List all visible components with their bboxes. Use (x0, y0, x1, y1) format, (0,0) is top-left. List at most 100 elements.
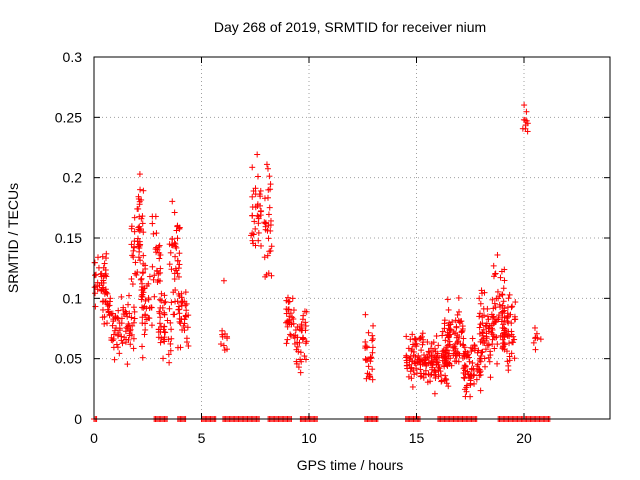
data-point (441, 325, 448, 332)
data-point (370, 322, 377, 329)
data-point (153, 249, 160, 256)
data-point (490, 262, 497, 269)
data-point (484, 342, 491, 349)
data-point (299, 336, 306, 343)
data-point (445, 352, 452, 359)
data-point (155, 270, 162, 277)
data-point (151, 293, 158, 300)
data-point (454, 339, 461, 346)
data-point (491, 345, 498, 352)
data-point (139, 270, 146, 277)
data-point (433, 333, 440, 340)
data-point (297, 349, 304, 356)
data-point (257, 208, 264, 215)
data-point (512, 299, 519, 306)
data-point (119, 340, 126, 347)
data-point (422, 360, 429, 367)
data-point (453, 358, 460, 365)
data-point (91, 259, 98, 266)
data-point (128, 331, 135, 338)
data-point (441, 347, 448, 354)
data-point (150, 230, 157, 237)
data-point (178, 302, 185, 309)
data-point (369, 337, 376, 344)
data-point (363, 344, 370, 351)
data-point (156, 242, 163, 249)
data-point (142, 297, 149, 304)
data-point (179, 326, 186, 333)
data-point (267, 186, 274, 193)
data-point (460, 335, 467, 342)
data-point (303, 338, 310, 345)
data-point (495, 316, 502, 323)
data-point (411, 371, 418, 378)
grid-lines (94, 57, 610, 419)
data-point (469, 335, 476, 342)
data-point (476, 369, 483, 376)
data-point (439, 357, 446, 364)
data-point (445, 332, 452, 339)
data-point (128, 275, 135, 282)
data-point (264, 227, 271, 234)
data-point (462, 348, 469, 355)
data-point (367, 355, 374, 362)
data-point (477, 321, 484, 328)
data-point (468, 366, 475, 373)
data-point (103, 255, 110, 262)
data-point (504, 318, 511, 325)
data-point (477, 300, 484, 307)
data-point (161, 328, 168, 335)
data-point (267, 247, 274, 254)
data-point (508, 320, 515, 327)
data-point (261, 254, 268, 261)
data-point (131, 308, 138, 315)
data-point (537, 336, 544, 343)
data-point (408, 375, 415, 382)
data-point (98, 273, 105, 280)
data-point (511, 313, 518, 320)
data-point (139, 343, 146, 350)
data-point (365, 329, 372, 336)
data-point (149, 220, 156, 227)
data-point (435, 373, 442, 380)
data-point (446, 341, 453, 348)
data-point (479, 329, 486, 336)
data-point (220, 277, 227, 284)
data-point (369, 335, 376, 342)
data-point (492, 270, 499, 277)
data-point (489, 341, 496, 348)
data-point (447, 321, 454, 328)
data-point (431, 390, 438, 397)
data-point (450, 352, 457, 359)
data-point (128, 314, 135, 321)
data-point (138, 296, 145, 303)
data-point (124, 361, 131, 368)
data-point (115, 330, 122, 337)
data-point (489, 296, 496, 303)
plot-frame (93, 56, 611, 420)
data-point (131, 228, 138, 235)
data-point (504, 332, 511, 339)
data-point (291, 334, 298, 341)
data-point (491, 319, 498, 326)
data-point (491, 271, 498, 278)
data-point (136, 171, 143, 178)
data-point (532, 334, 539, 341)
data-point (148, 322, 155, 329)
data-point (167, 347, 174, 354)
data-point (156, 296, 163, 303)
data-point (153, 230, 160, 237)
data-point (265, 270, 272, 277)
data-point (176, 261, 183, 268)
data-point (442, 372, 449, 379)
y-tick-label: 0.15 (55, 230, 82, 246)
data-point (183, 335, 190, 342)
data-point (249, 212, 256, 219)
data-point (110, 316, 117, 323)
data-point (137, 276, 144, 283)
data-point (125, 336, 132, 343)
y-axis-label: SRMTID / TECUs (5, 183, 21, 293)
data-point (287, 331, 294, 338)
data-point (146, 315, 153, 322)
data-point (171, 276, 178, 283)
